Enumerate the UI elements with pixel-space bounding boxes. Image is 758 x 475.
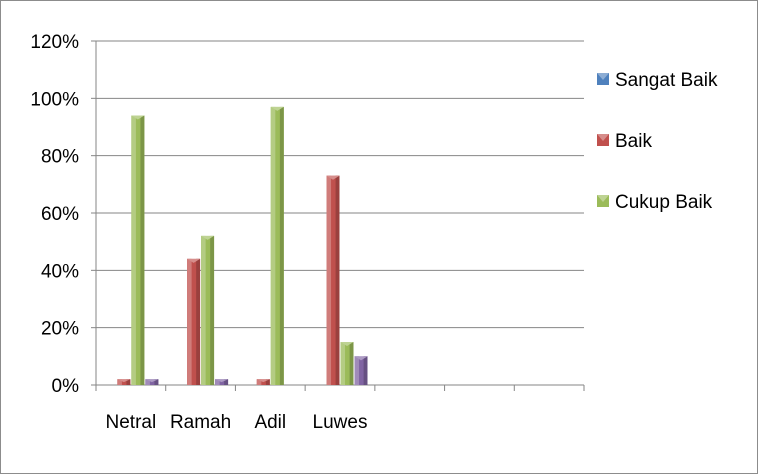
bar-cukup-baik (340, 342, 354, 385)
x-tick-label: Netral (106, 412, 157, 433)
bar-cukup-baik (131, 115, 145, 386)
legend-item: Sangat Baik (597, 70, 718, 91)
y-axis: 0% 20% 40% 60% 80% 100% 120% (30, 32, 97, 397)
legend-label: Sangat Baik (615, 70, 718, 91)
legend-item: Cukup Baik (597, 192, 713, 213)
x-axis: Netral Ramah Adil Luwes (95, 384, 585, 433)
legend-label: Cukup Baik (615, 192, 713, 213)
y-tick-label: 0% (52, 376, 80, 397)
bar-cukup-baik (270, 106, 284, 385)
y-tick-label: 20% (41, 319, 79, 340)
legend-label: Baik (615, 131, 652, 152)
bar-cukup-baik (201, 235, 215, 385)
bar-baik (187, 258, 201, 385)
bars (117, 106, 368, 386)
gridlines (96, 40, 584, 386)
bar-series-4 (354, 356, 368, 385)
y-tick-label: 60% (41, 204, 79, 225)
bar-baik (256, 379, 270, 385)
y-tick-label: 120% (30, 32, 79, 53)
bar-baik (117, 379, 131, 385)
bar-series-4 (145, 379, 159, 385)
x-tick-label: Luwes (313, 412, 368, 433)
x-tick-label: Adil (254, 412, 286, 433)
x-tick-label: Ramah (170, 412, 231, 433)
bar-series-4 (215, 379, 229, 385)
y-tick-label: 40% (41, 261, 79, 282)
legend: Sangat Baik Baik Cukup Baik (597, 70, 718, 213)
legend-item: Baik (597, 131, 652, 152)
y-tick-label: 100% (30, 89, 79, 110)
bar-baik (326, 175, 340, 385)
y-tick-label: 80% (41, 147, 79, 168)
